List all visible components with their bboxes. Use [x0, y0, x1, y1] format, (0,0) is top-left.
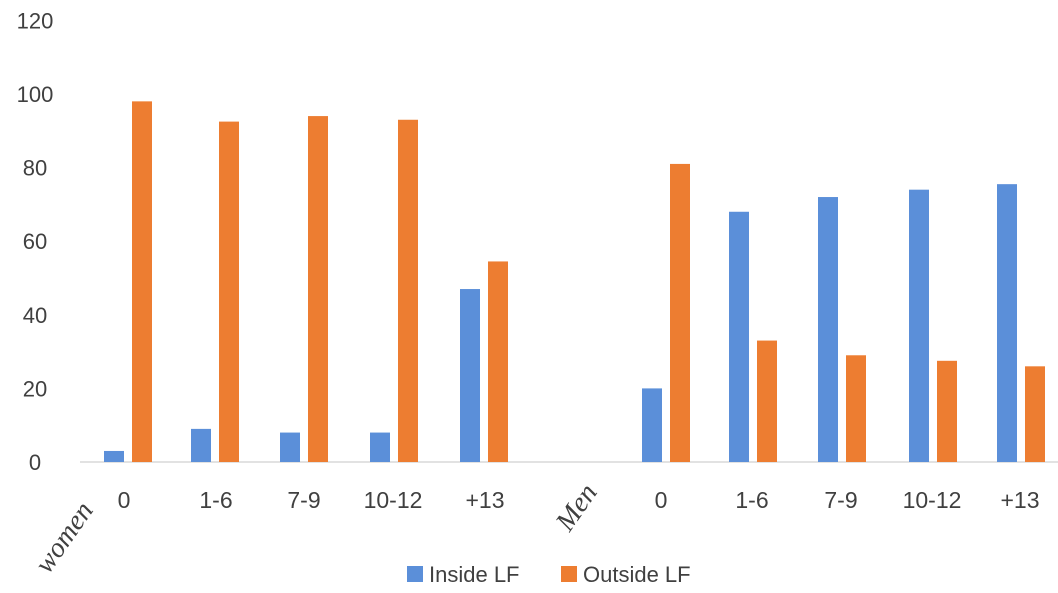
y-tick-label: 40	[23, 303, 47, 328]
bar-outside-lf	[1025, 366, 1045, 462]
x-tick-label: 10-12	[364, 487, 423, 513]
bar-outside-lf	[937, 360, 957, 462]
legend-swatch	[561, 566, 577, 582]
bar-outside-lf	[398, 119, 418, 462]
group-label: Men	[549, 478, 604, 537]
x-tick-label: +13	[1000, 487, 1039, 513]
bar-inside-lf	[818, 197, 838, 463]
legend: Inside LF Outside LF	[407, 562, 691, 587]
bar-outside-lf	[219, 121, 239, 462]
bar-outside-lf	[757, 340, 777, 462]
bar-inside-lf	[997, 184, 1017, 462]
bar-outside-lf	[132, 101, 152, 463]
x-tick-label: 7-9	[287, 487, 320, 513]
x-tick-label: 7-9	[824, 487, 857, 513]
bar-inside-lf	[909, 189, 929, 462]
legend-label: Inside LF	[429, 562, 520, 587]
x-axis-ticks: 0 1-6 7-9 10-12 +13 0 1-6 7-9 10-12 +13	[118, 487, 1040, 513]
x-tick-label: 1-6	[199, 487, 232, 513]
bar-outside-lf	[308, 116, 328, 462]
y-tick-label: 60	[23, 229, 47, 254]
y-axis-ticks: 0 20 40 60 80 100 120	[17, 8, 54, 475]
bars	[104, 101, 1045, 463]
x-tick-label: 0	[118, 487, 131, 513]
bar-inside-lf	[104, 450, 124, 462]
legend-label: Outside LF	[583, 562, 691, 587]
y-tick-label: 20	[23, 376, 47, 401]
x-tick-label: +13	[465, 487, 504, 513]
x-tick-label: 1-6	[735, 487, 768, 513]
x-tick-label: 10-12	[903, 487, 962, 513]
y-tick-label: 100	[17, 82, 54, 107]
bar-outside-lf	[846, 355, 866, 462]
y-tick-label: 120	[17, 8, 54, 33]
bar-inside-lf	[370, 432, 390, 462]
bar-inside-lf	[642, 388, 662, 462]
legend-swatch	[407, 566, 423, 582]
group-label: women	[29, 496, 100, 579]
bar-inside-lf	[191, 428, 211, 462]
bar-inside-lf	[729, 211, 749, 462]
bar-inside-lf	[460, 289, 480, 462]
bar-outside-lf	[670, 163, 690, 463]
y-tick-label: 0	[29, 450, 41, 475]
x-tick-label: 0	[655, 487, 668, 513]
bar-outside-lf	[488, 261, 508, 462]
bar-inside-lf	[280, 432, 300, 462]
y-tick-label: 80	[23, 156, 47, 181]
